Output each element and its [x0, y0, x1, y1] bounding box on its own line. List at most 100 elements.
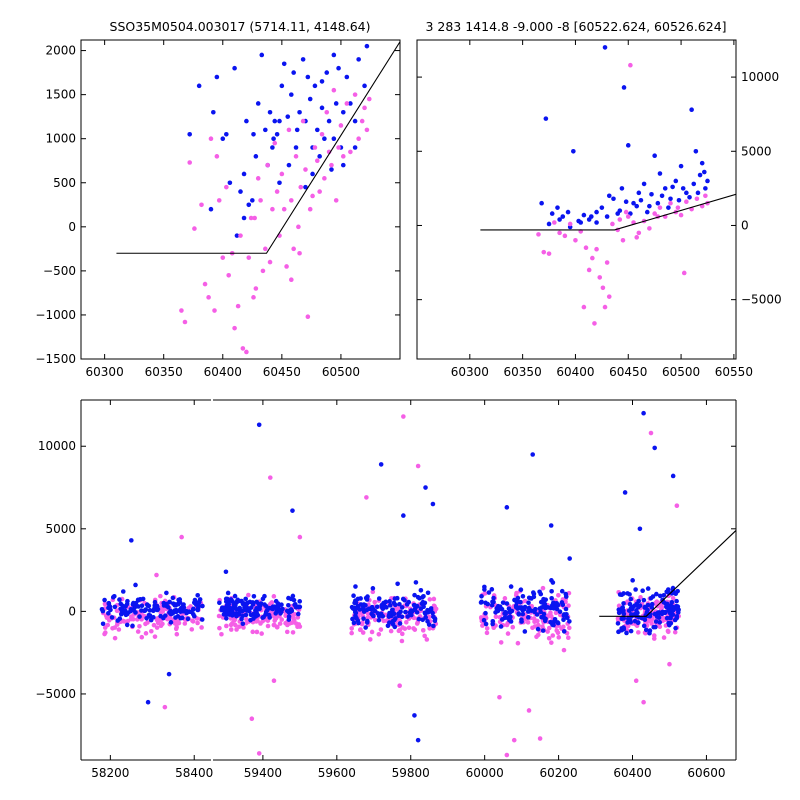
blue-point — [382, 603, 388, 609]
blue-point — [621, 625, 626, 630]
blue-point — [498, 624, 504, 629]
blue-point — [703, 186, 708, 191]
blue-point — [197, 597, 203, 602]
pink-point — [672, 629, 678, 635]
pink-point — [216, 613, 222, 619]
blue-point — [668, 620, 674, 626]
blue-point — [133, 604, 138, 609]
blue-point — [199, 617, 205, 622]
pink-point — [647, 226, 652, 231]
blue-point — [353, 584, 358, 589]
blue-point — [275, 601, 281, 606]
blue-point — [541, 611, 547, 617]
blue-point — [543, 116, 549, 121]
pink-point — [556, 593, 561, 598]
blue-point — [641, 181, 647, 187]
pink-point — [291, 246, 296, 252]
pink-point — [234, 627, 239, 632]
pink-point — [216, 198, 222, 203]
y-tick-label: −5000 — [741, 293, 782, 307]
blue-point — [173, 608, 178, 614]
blue-point — [147, 614, 153, 619]
pink-point — [360, 620, 365, 625]
pink-point — [349, 626, 355, 631]
blue-point — [192, 600, 197, 606]
blue-point — [399, 605, 405, 610]
blue-point — [431, 614, 436, 620]
pink-point — [105, 622, 111, 628]
blue-point — [340, 162, 346, 168]
pink-point — [641, 699, 646, 705]
pink-point — [502, 596, 508, 601]
blue-point — [421, 593, 426, 599]
blue-point — [431, 623, 436, 629]
blue-point — [504, 505, 510, 510]
pink-point — [427, 597, 433, 602]
blue-point — [412, 713, 417, 718]
pink-point — [414, 621, 420, 626]
pink-point — [594, 246, 599, 252]
blue-point — [518, 605, 523, 611]
pink-point — [703, 193, 708, 199]
blue-point — [358, 596, 363, 601]
blue-point — [131, 600, 136, 606]
blue-point — [396, 611, 402, 616]
pink-point — [238, 233, 243, 238]
blue-point — [352, 118, 358, 124]
pink-point — [540, 624, 545, 629]
pink-point — [214, 154, 220, 159]
pink-point — [256, 751, 262, 756]
x-tick-label: 60400 — [204, 365, 242, 379]
blue-point — [504, 601, 510, 606]
pink-point — [541, 249, 547, 255]
pink-point — [567, 221, 573, 227]
blue-point — [243, 603, 249, 609]
x-tick-label: 60450 — [609, 365, 647, 379]
blue-point — [393, 602, 398, 608]
blue-point — [348, 101, 353, 106]
blue-point — [673, 591, 679, 596]
blue-point — [557, 217, 562, 222]
pink-point — [344, 101, 350, 106]
pink-point — [199, 202, 204, 208]
pink-point — [300, 118, 306, 124]
pink-point — [365, 611, 371, 616]
blue-point — [673, 625, 678, 631]
blue-point — [563, 606, 569, 612]
blue-point — [221, 605, 227, 611]
blue-point — [557, 609, 563, 614]
pink-point — [319, 131, 325, 137]
blue-point — [314, 127, 320, 133]
blue-point — [293, 145, 299, 150]
pink-point — [240, 346, 246, 351]
pink-point — [174, 631, 180, 637]
blue-point — [400, 596, 406, 602]
pink-point — [561, 647, 567, 653]
pink-point — [137, 623, 142, 629]
pink-point — [625, 214, 631, 219]
blue-point — [152, 599, 158, 605]
x-tick-label: 60350 — [504, 365, 542, 379]
blue-point — [357, 607, 362, 612]
blue-point — [356, 57, 361, 62]
x-tick-label: 60300 — [86, 365, 124, 379]
x-tick-label: 59600 — [318, 766, 356, 780]
blue-point — [271, 136, 276, 141]
pink-point — [684, 199, 689, 205]
pink-point — [573, 238, 578, 243]
pink-point — [553, 610, 559, 616]
blue-point — [617, 592, 623, 597]
pink-point — [362, 105, 367, 111]
blue-point — [350, 616, 355, 622]
blue-point — [413, 580, 419, 585]
blue-point — [691, 181, 697, 187]
pink-point — [651, 633, 657, 638]
model-line — [480, 193, 736, 231]
blue-point — [652, 445, 657, 451]
pink-point — [125, 618, 131, 624]
blue-point — [117, 597, 122, 602]
blue-point — [135, 597, 141, 603]
pink-point — [182, 319, 188, 325]
pink-point — [255, 176, 261, 181]
blue-point — [499, 617, 505, 622]
